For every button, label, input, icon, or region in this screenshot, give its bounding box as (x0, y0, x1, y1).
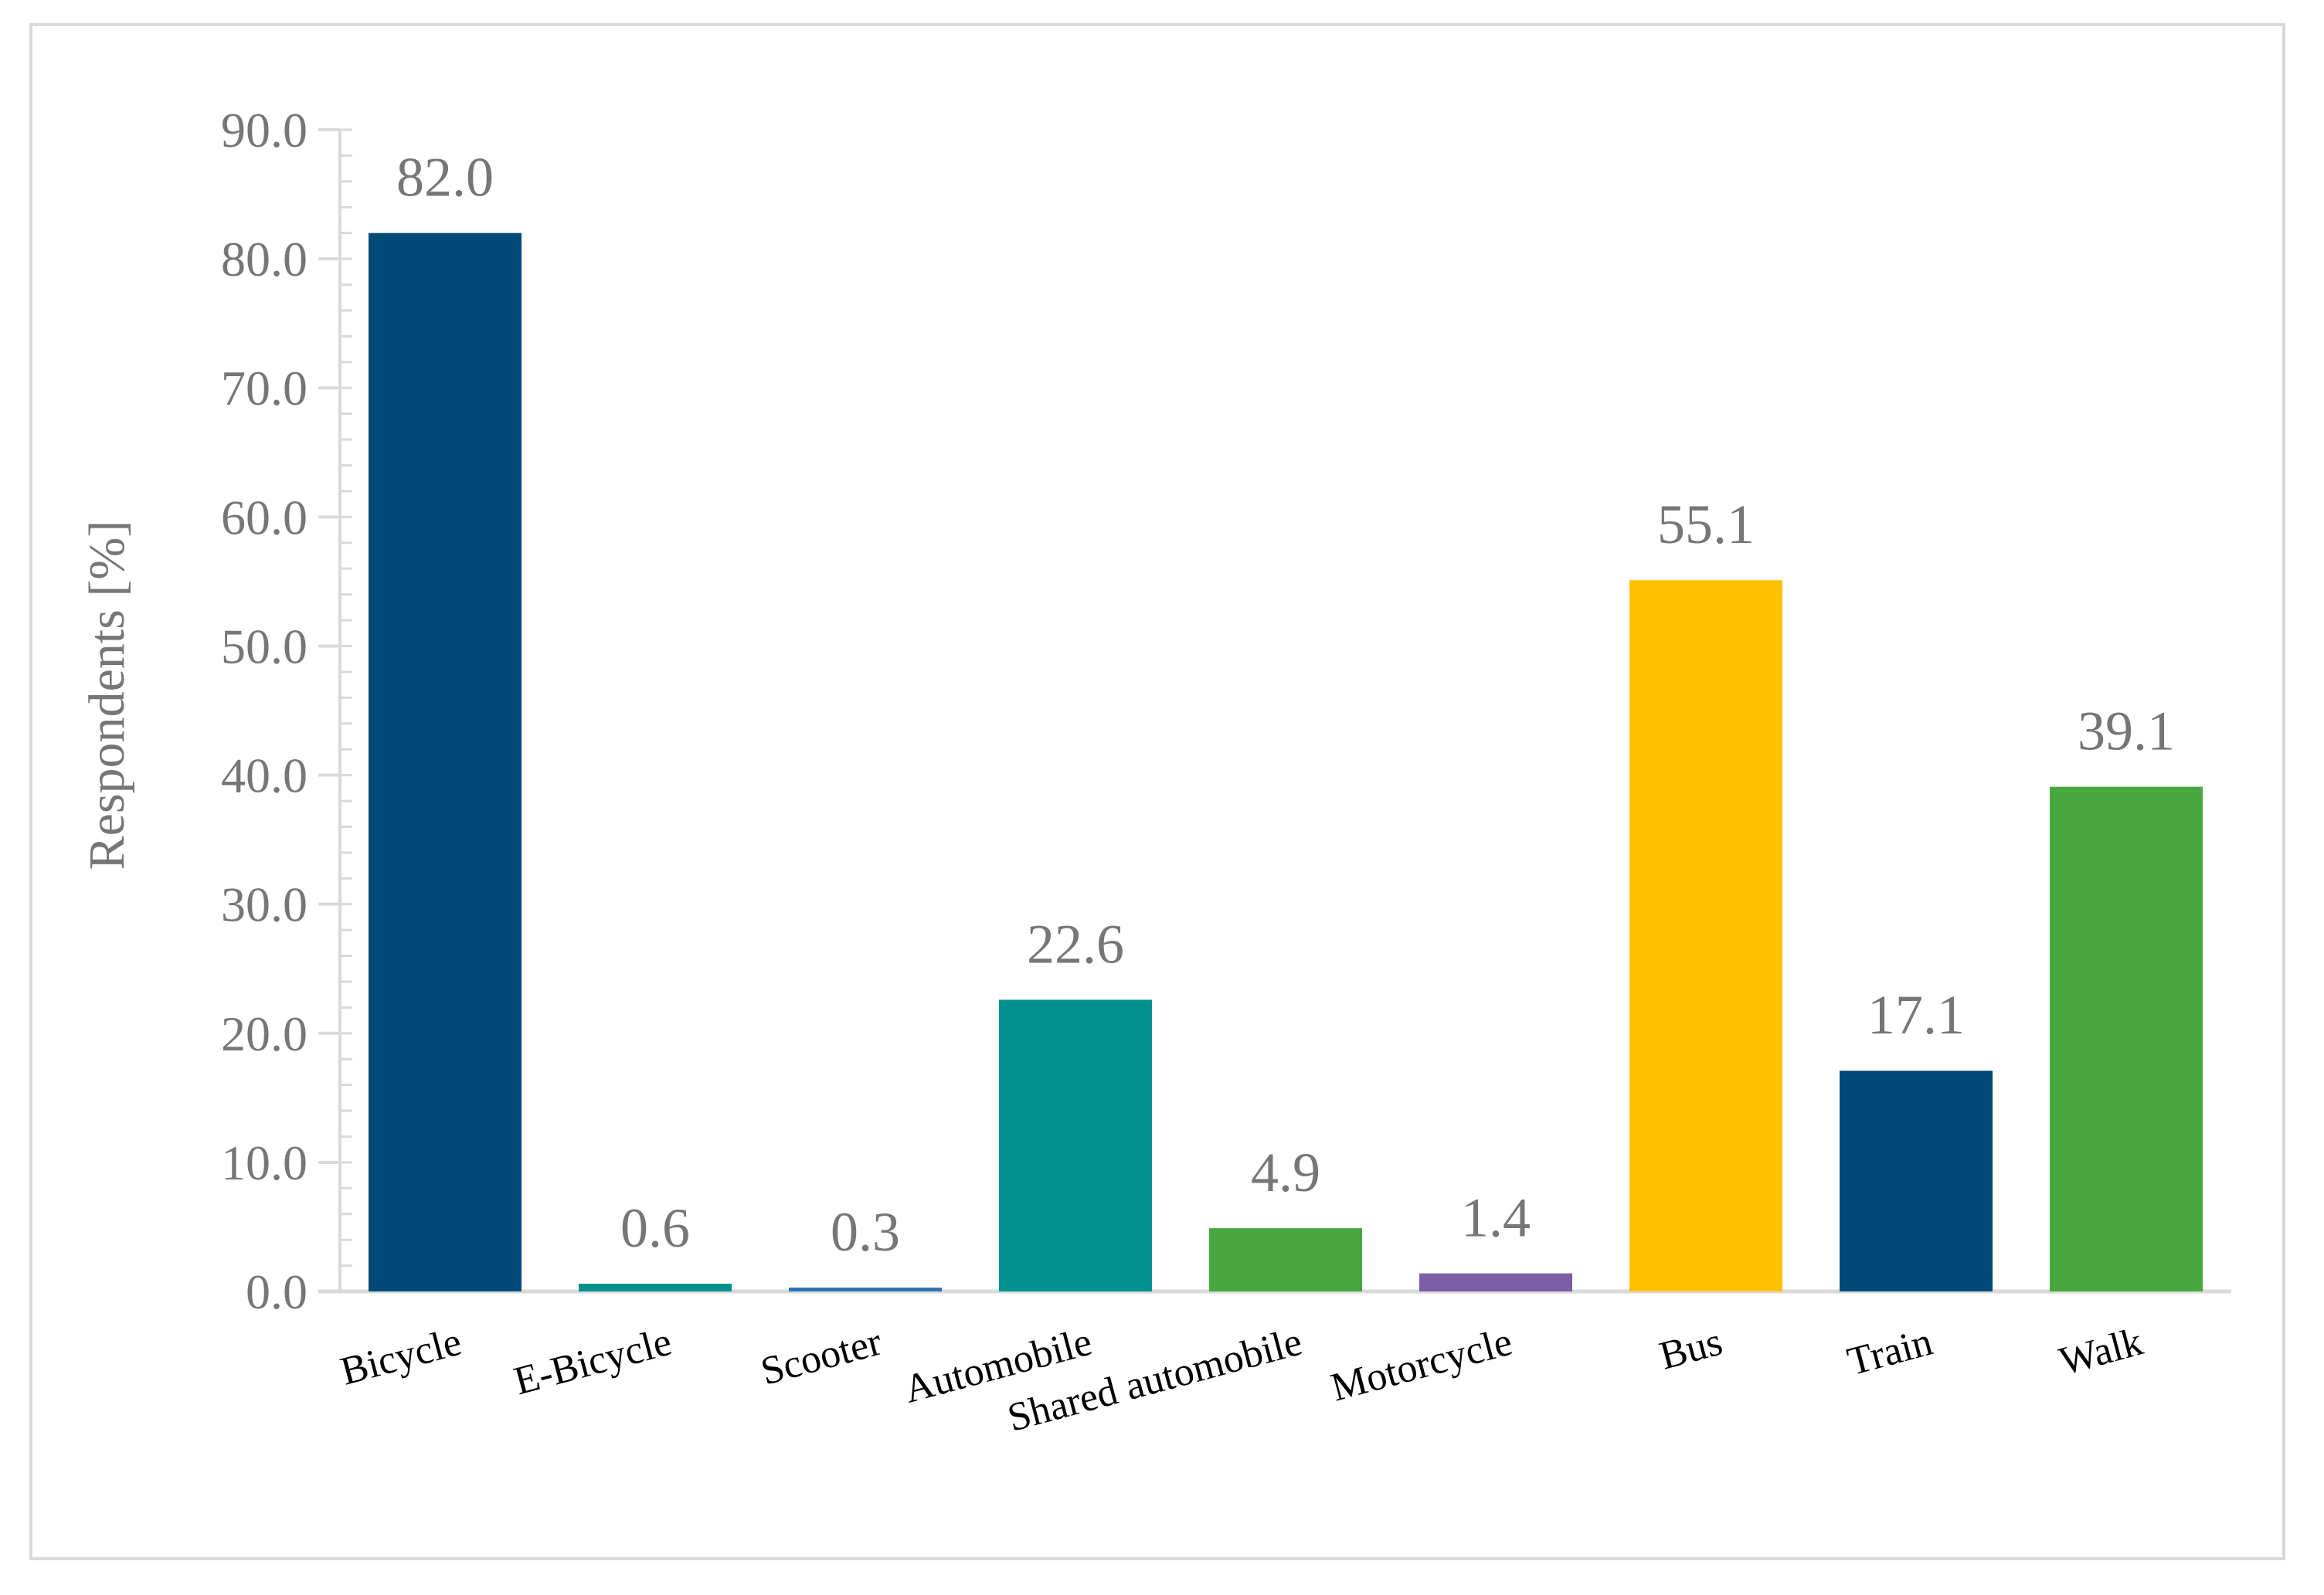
data-label: 39.1 (2078, 701, 2175, 762)
x-category-label: Bicycle (336, 1320, 466, 1394)
x-category-label: Bus (1655, 1320, 1727, 1379)
bar-shared-automobile (1209, 1228, 1362, 1291)
x-category-label: Train (1843, 1320, 1937, 1385)
bar-e-bicycle (579, 1283, 732, 1291)
bar-bicycle (369, 232, 522, 1291)
y-tick-label: 0.0 (246, 1264, 307, 1319)
bar-automobile (999, 999, 1152, 1291)
data-label: 82.0 (396, 147, 494, 209)
y-tick-label: 60.0 (221, 490, 307, 545)
y-tick-label: 20.0 (221, 1006, 307, 1061)
x-category-label: Scooter (756, 1320, 886, 1394)
data-label: 17.1 (1867, 984, 1965, 1046)
y-tick-label: 70.0 (221, 361, 307, 416)
x-category-label: Motorcycle (1327, 1320, 1517, 1410)
y-tick-label: 80.0 (221, 232, 307, 287)
data-label: 22.6 (1027, 913, 1124, 975)
y-tick-label: 40.0 (221, 748, 307, 803)
bar-motorcycle (1419, 1273, 1572, 1291)
bar-train (1840, 1071, 1993, 1291)
data-label: 0.3 (831, 1201, 900, 1263)
data-label: 4.9 (1251, 1142, 1320, 1203)
y-tick-label: 30.0 (221, 877, 307, 932)
bar-scooter (789, 1287, 942, 1291)
y-axis-title: Respondents [%] (79, 521, 135, 870)
data-label: 55.1 (1657, 494, 1755, 555)
bar-walk (2050, 786, 2203, 1291)
data-label: 0.6 (620, 1197, 690, 1259)
x-category-label: E-Bicycle (510, 1320, 677, 1404)
y-tick-label: 90.0 (221, 103, 307, 158)
x-category-label: Walk (2055, 1320, 2148, 1384)
y-tick-label: 10.0 (221, 1135, 307, 1190)
y-tick-label: 50.0 (221, 619, 307, 674)
data-label: 1.4 (1461, 1187, 1531, 1249)
bar-bus (1629, 580, 1782, 1291)
